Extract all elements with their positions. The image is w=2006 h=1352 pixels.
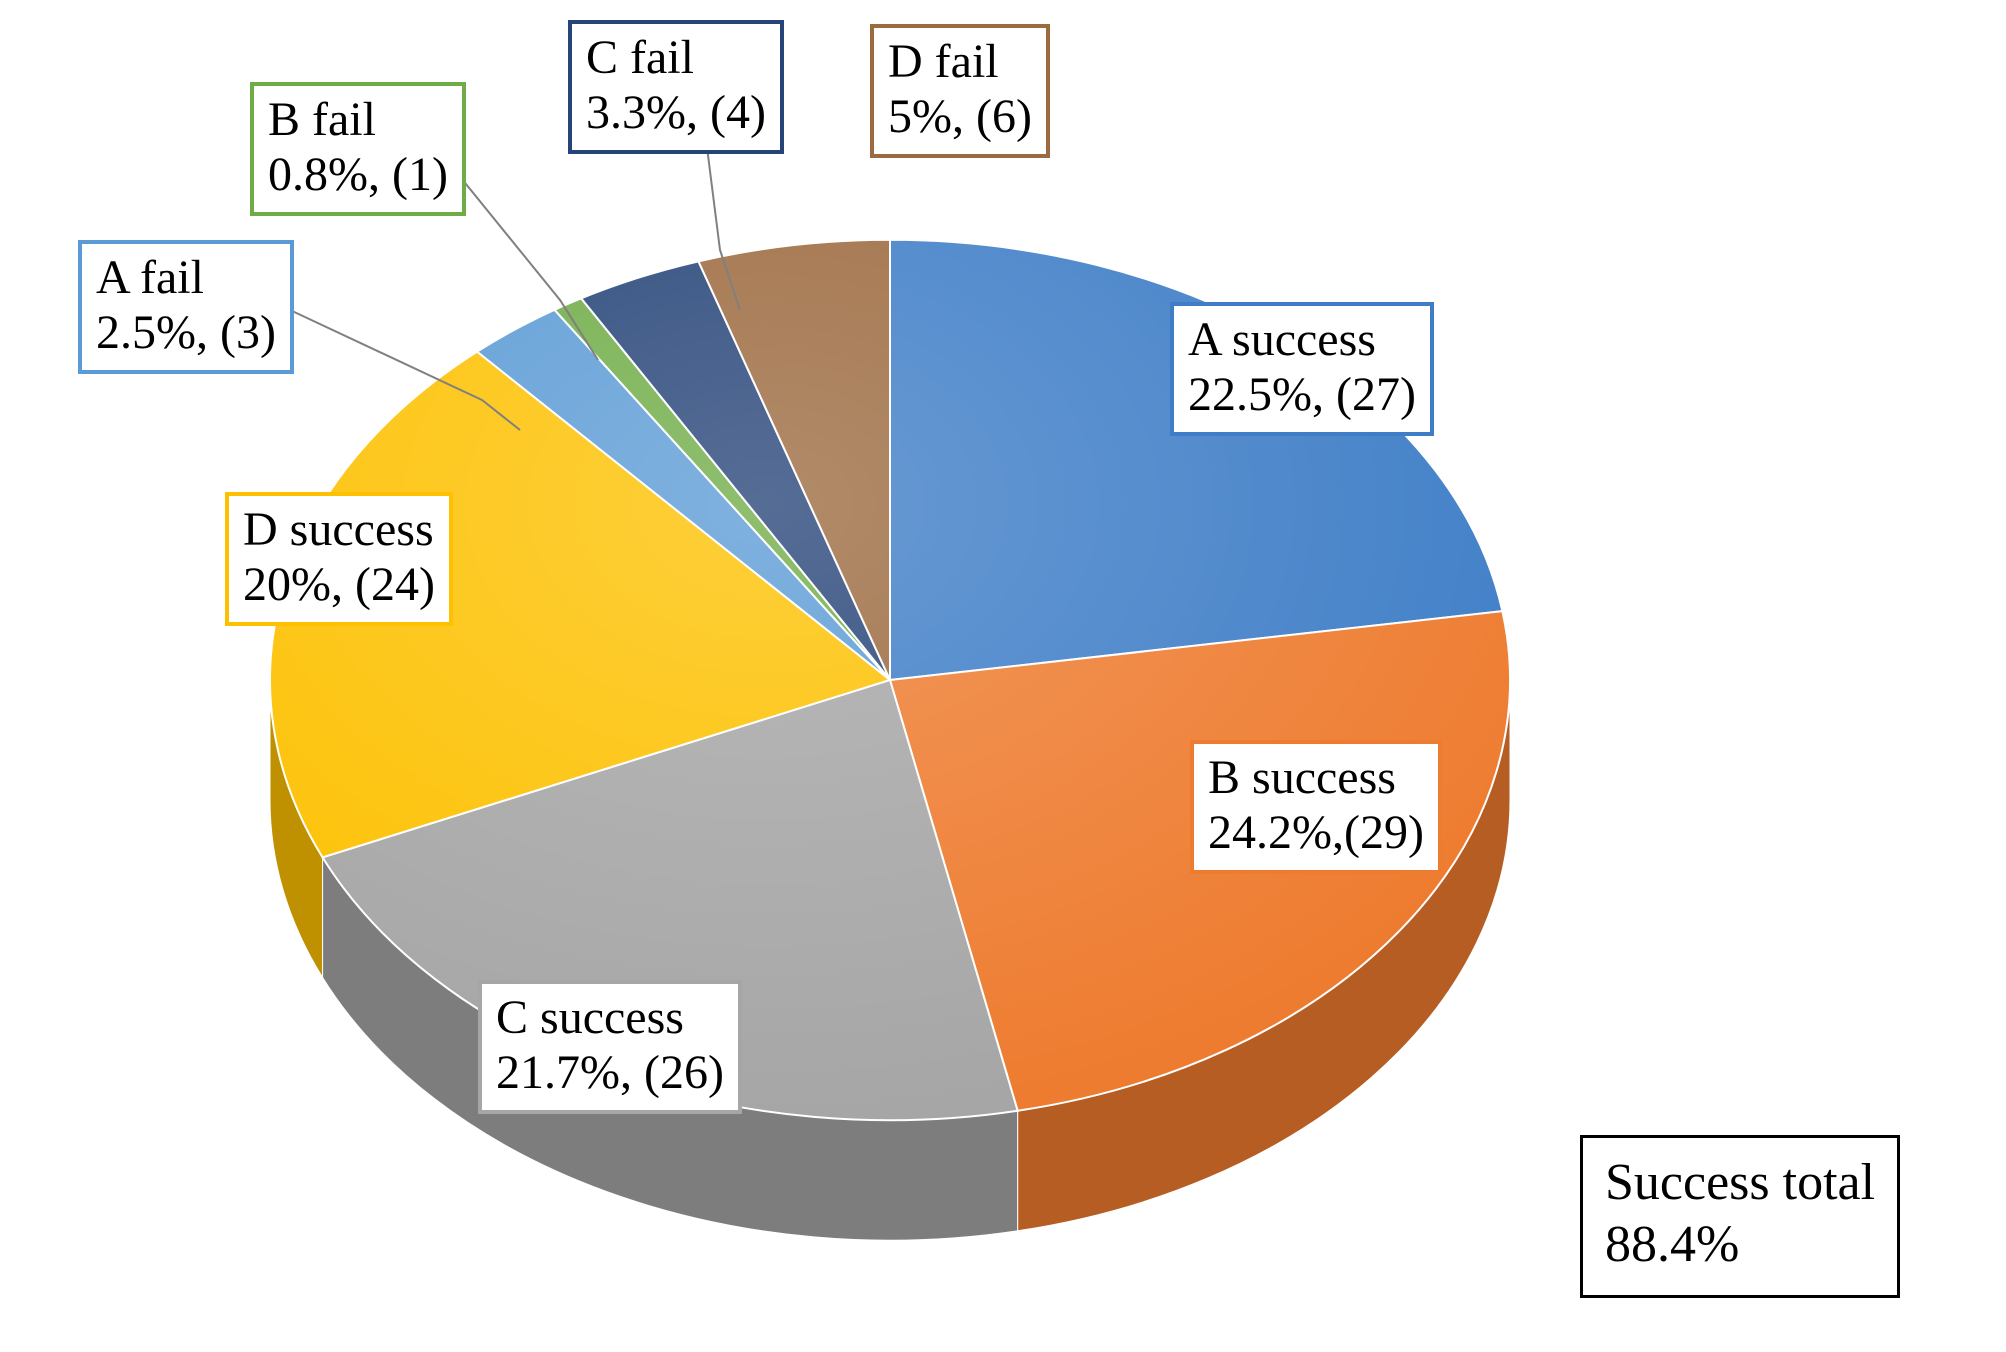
label-d-fail-name: D fail (888, 34, 1032, 89)
label-c-success-value: 21.7%, (26) (496, 1045, 724, 1100)
label-c-success: C success 21.7%, (26) (478, 980, 742, 1114)
label-a-success: A success 22.5%, (27) (1170, 302, 1434, 436)
label-c-fail: C fail 3.3%, (4) (568, 20, 784, 154)
label-b-success: B success 24.2%,(29) (1190, 740, 1442, 874)
label-c-fail-name: C fail (586, 30, 766, 85)
label-a-fail: A fail 2.5%, (3) (78, 240, 294, 374)
label-b-fail-value: 0.8%, (1) (268, 147, 448, 202)
label-b-fail: B fail 0.8%, (1) (250, 82, 466, 216)
pie-chart-figure: A success 22.5%, (27) B success 24.2%,(2… (0, 0, 2006, 1352)
label-d-success-value: 20%, (24) (243, 557, 435, 612)
label-a-fail-value: 2.5%, (3) (96, 305, 276, 360)
label-b-success-value: 24.2%,(29) (1208, 805, 1424, 860)
label-d-fail-value: 5%, (6) (888, 89, 1032, 144)
success-total-label: Success total (1605, 1154, 1875, 1211)
success-total-value: 88.4% (1605, 1216, 1739, 1273)
success-total-box: Success total 88.4% (1580, 1135, 1900, 1298)
label-a-success-value: 22.5%, (27) (1188, 367, 1416, 422)
label-d-success-name: D success (243, 502, 435, 557)
label-a-success-name: A success (1188, 312, 1416, 367)
label-c-success-name: C success (496, 990, 724, 1045)
label-d-success: D success 20%, (24) (225, 492, 453, 626)
label-c-fail-value: 3.3%, (4) (586, 85, 766, 140)
label-a-fail-name: A fail (96, 250, 276, 305)
label-b-success-name: B success (1208, 750, 1424, 805)
label-d-fail: D fail 5%, (6) (870, 24, 1050, 158)
label-b-fail-name: B fail (268, 92, 448, 147)
